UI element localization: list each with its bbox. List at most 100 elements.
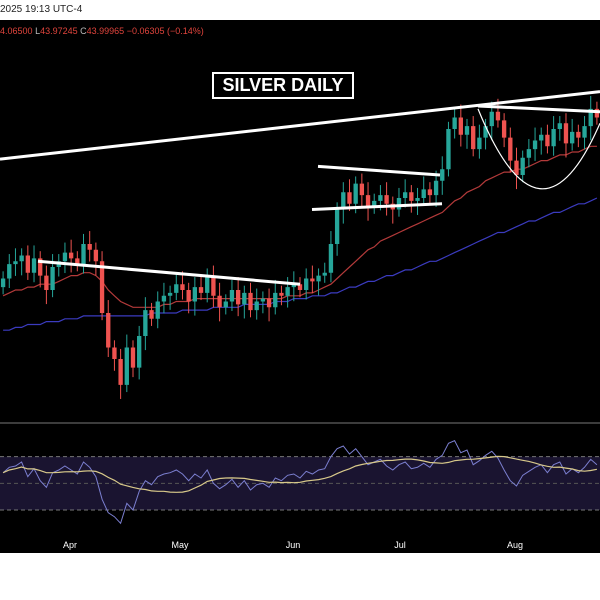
flag-top-line: [317, 164, 441, 177]
candle-body: [118, 359, 123, 385]
candle-body: [557, 123, 562, 129]
candle-body: [266, 298, 272, 308]
candle-body: [7, 264, 12, 279]
candle-body: [588, 108, 593, 127]
candle-body: [526, 149, 532, 158]
candle-body: [99, 261, 105, 313]
header-bar: 2025 19:13 UTC-4: [0, 0, 600, 20]
candle-body: [279, 292, 284, 296]
x-tick-label: May: [171, 540, 189, 550]
candle-body: [273, 292, 278, 308]
candle-body: [81, 244, 86, 265]
candle-body: [186, 290, 191, 302]
candle-body: [532, 140, 538, 150]
candle-body: [229, 290, 235, 302]
candle-body: [384, 195, 389, 204]
candle-body: [0, 278, 6, 288]
candle-body: [198, 287, 204, 293]
candle-body: [440, 169, 445, 181]
timestamp: 2025 19:13 UTC-4: [0, 4, 83, 15]
candle-body: [427, 189, 433, 196]
candle-body: [316, 275, 321, 282]
candle-body: [433, 180, 439, 196]
flag-bottom-line: [311, 202, 443, 211]
candle-body: [161, 295, 167, 302]
resistance-line: [37, 259, 301, 286]
rsi-ma-series: [2, 455, 598, 493]
candle-body: [396, 198, 402, 210]
candle-body: [489, 111, 494, 127]
low-label: L: [35, 26, 41, 36]
candle-body: [570, 131, 575, 144]
ohlc-readout: 4.06500 L43.97245 C43.99965 −0.06305 (−0…: [0, 26, 204, 36]
candle-body: [297, 284, 303, 290]
x-tick-label: Jun: [286, 540, 301, 550]
close-value: 43.99965: [86, 26, 125, 36]
candle-body: [149, 310, 154, 319]
candle-body: [378, 195, 383, 201]
candle-body: [235, 290, 241, 305]
x-tick-label: Aug: [507, 540, 523, 550]
candle-body: [353, 183, 358, 204]
candle-body: [254, 301, 259, 311]
candle-body: [582, 126, 587, 138]
candle-body: [594, 108, 600, 118]
candle-body: [155, 301, 160, 319]
open-value: 4.06500: [0, 26, 33, 36]
candle-body: [217, 295, 222, 308]
candle-body: [365, 195, 371, 207]
x-tick-label: Jul: [394, 540, 406, 550]
candle-body: [192, 287, 198, 302]
candle-body: [19, 255, 24, 262]
candle-body: [341, 192, 346, 210]
candle-body: [347, 192, 352, 204]
candle-body: [483, 126, 488, 138]
candle-body: [285, 287, 290, 296]
candle-body: [75, 258, 80, 265]
candle-body: [291, 284, 296, 288]
change-value: −0.06305 (−0.14%): [126, 26, 204, 36]
candle-body: [477, 137, 482, 150]
x-tick-label: Apr: [63, 540, 77, 550]
candle-body: [87, 244, 92, 250]
candle-body: [248, 292, 253, 311]
candle-body: [50, 267, 55, 290]
candle-body: [539, 134, 544, 141]
rising-trendline: [0, 90, 600, 161]
low-value: 43.97245: [40, 26, 78, 36]
candle-body: [421, 189, 426, 198]
candle-body: [44, 275, 49, 290]
candle-body: [551, 129, 556, 147]
candle-body: [13, 261, 18, 265]
candle-body: [180, 284, 185, 290]
candle-body: [310, 278, 315, 282]
candle-body: [402, 192, 408, 198]
candle-body: [93, 249, 99, 262]
rsi-series: [2, 440, 598, 525]
candle-body: [495, 111, 501, 121]
cup-rim-line: [477, 104, 600, 114]
candle-body: [446, 129, 451, 170]
candle-body: [452, 117, 457, 129]
candle-body: [520, 157, 525, 175]
candle-body: [25, 255, 30, 273]
candle-body: [501, 120, 507, 138]
candle-body: [31, 258, 37, 273]
candle-body: [137, 336, 142, 368]
candle-body: [409, 192, 414, 201]
candle-body: [359, 183, 365, 196]
candle-body: [322, 272, 327, 276]
candle-body: [205, 275, 210, 293]
candle-body: [304, 278, 309, 290]
candle-body: [62, 252, 68, 262]
cup-curve: [477, 108, 600, 190]
candle-body: [328, 244, 334, 273]
chart-title: SILVER DAILY: [212, 72, 354, 99]
chart-area[interactable]: Apr May Jun Jul Aug 4.06500 L43.97245 C43.99…: [0, 20, 600, 553]
chart-canvas[interactable]: Apr May Jun Jul Aug: [0, 20, 600, 553]
candle-body: [334, 209, 340, 244]
candle-body: [464, 126, 470, 135]
candle-body: [167, 292, 173, 296]
candle-body: [471, 126, 476, 150]
candle-body: [130, 347, 136, 368]
